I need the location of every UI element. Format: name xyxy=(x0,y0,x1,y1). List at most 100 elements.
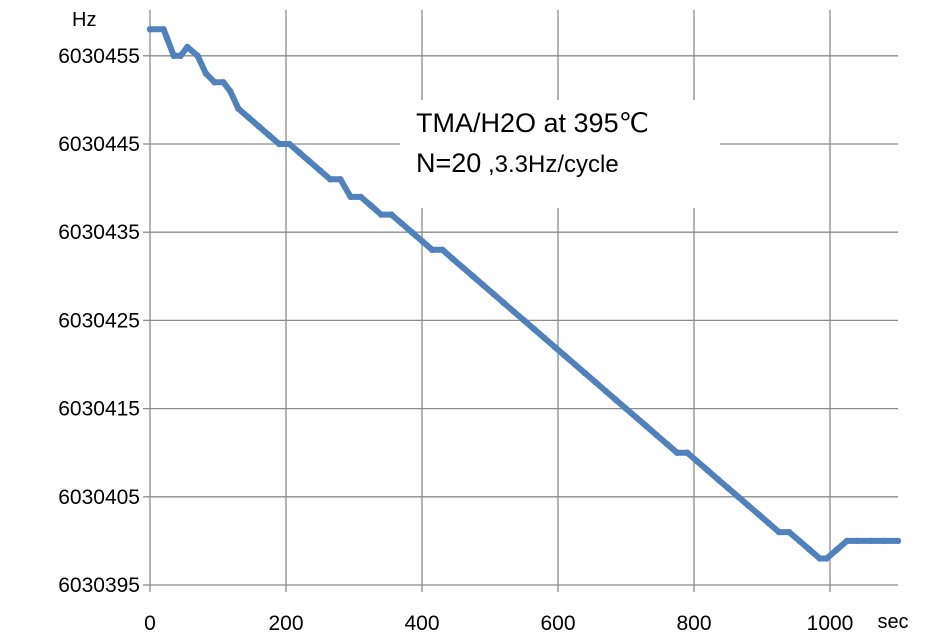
data-point xyxy=(286,140,293,148)
data-point xyxy=(296,149,303,156)
data-point xyxy=(735,493,742,500)
data-point xyxy=(755,511,762,518)
x-tick-label: 400 xyxy=(404,612,439,635)
data-point xyxy=(255,123,262,130)
data-point xyxy=(170,52,177,59)
x-unit-label: sec xyxy=(877,611,908,633)
data-point xyxy=(724,484,732,492)
data-point xyxy=(704,467,711,474)
data-point xyxy=(439,246,446,253)
data-point xyxy=(531,326,538,333)
y-tick-label: 6030455 xyxy=(58,45,140,68)
y-unit-label: Hz xyxy=(72,9,96,31)
y-tick-labels: 6030395 6030405 6030415 6030425 6030435 60304… xyxy=(58,45,140,597)
data-point xyxy=(796,537,803,545)
data-point xyxy=(673,449,681,456)
data-point xyxy=(881,537,888,545)
data-point xyxy=(551,343,558,351)
data-point xyxy=(357,193,364,201)
series-line xyxy=(146,26,902,562)
data-point xyxy=(775,528,783,536)
data-point xyxy=(622,405,630,412)
data-point xyxy=(561,352,568,359)
data-point xyxy=(684,449,691,456)
data-point xyxy=(765,520,772,527)
grid xyxy=(150,10,898,585)
data-point xyxy=(459,264,466,271)
data-point xyxy=(220,79,227,86)
data-point xyxy=(520,317,528,324)
annotation-box: TMA/H2O at 395℃ N=20 ,3.3Hz/cycle xyxy=(400,100,720,208)
y-tick-label: 6030445 xyxy=(58,133,140,156)
data-point xyxy=(806,546,813,553)
axes xyxy=(143,10,898,592)
data-point xyxy=(337,176,344,183)
data-point xyxy=(163,35,171,42)
y-tick-label: 6030435 xyxy=(58,221,140,244)
data-point xyxy=(541,334,548,342)
data-point xyxy=(592,378,599,386)
data-point xyxy=(184,43,191,51)
y-tick-label: 6030395 xyxy=(58,574,140,597)
data-point xyxy=(408,229,415,236)
data-point xyxy=(235,105,242,112)
data-point xyxy=(663,440,670,448)
data-point xyxy=(276,140,283,148)
data-point xyxy=(694,458,701,465)
data-point xyxy=(160,26,167,33)
data-point xyxy=(480,281,487,289)
y-tick-label: 6030415 xyxy=(58,398,140,421)
x-tick-label: 800 xyxy=(676,612,711,635)
annotation-line-1: TMA/H2O at 395℃ xyxy=(416,108,649,138)
data-point xyxy=(265,132,273,139)
data-point xyxy=(177,52,184,59)
data-point xyxy=(211,79,218,86)
data-point xyxy=(418,237,426,245)
y-tick-label: 6030405 xyxy=(58,486,140,509)
data-point xyxy=(786,528,793,536)
data-point xyxy=(854,537,861,545)
data-point xyxy=(833,546,840,553)
data-point xyxy=(227,87,234,95)
data-point xyxy=(429,246,436,253)
data-point xyxy=(867,537,874,545)
annotation-cycles: N=20 xyxy=(416,148,482,178)
data-point xyxy=(894,537,902,545)
data-point xyxy=(306,158,313,165)
data-point xyxy=(745,502,752,509)
data-point xyxy=(510,308,517,315)
data-point xyxy=(316,167,324,174)
data-point xyxy=(378,211,385,218)
data-point xyxy=(843,537,851,545)
data-point xyxy=(571,361,579,368)
x-tick-label: 0 xyxy=(144,612,156,635)
series-path xyxy=(147,26,901,562)
data-point xyxy=(347,193,354,201)
data-point xyxy=(490,290,497,298)
data-point xyxy=(449,255,456,262)
data-point xyxy=(388,211,395,218)
x-tick-labels: 0 200 400 600 800 1000 xyxy=(144,612,853,635)
data-point xyxy=(367,202,375,209)
data-point xyxy=(612,396,619,403)
data-point xyxy=(823,555,830,562)
x-tick-label: 600 xyxy=(540,612,575,635)
data-point xyxy=(146,26,154,33)
data-point xyxy=(633,414,640,421)
data-point xyxy=(245,114,252,121)
data-point xyxy=(714,476,721,483)
y-tick-label: 6030425 xyxy=(58,309,140,332)
data-point xyxy=(202,70,209,77)
annotation-line-2: N=20 ,3.3Hz/cycle xyxy=(416,148,619,179)
data-point xyxy=(194,52,201,59)
annotation-rate: ,3.3Hz/cycle xyxy=(481,151,619,178)
x-tick-label: 200 xyxy=(268,612,303,635)
data-point xyxy=(398,220,405,227)
data-point xyxy=(327,176,334,183)
data-point xyxy=(469,273,477,280)
data-point xyxy=(500,299,507,306)
data-point xyxy=(816,555,823,562)
data-point xyxy=(643,423,650,430)
data-point xyxy=(582,370,589,377)
